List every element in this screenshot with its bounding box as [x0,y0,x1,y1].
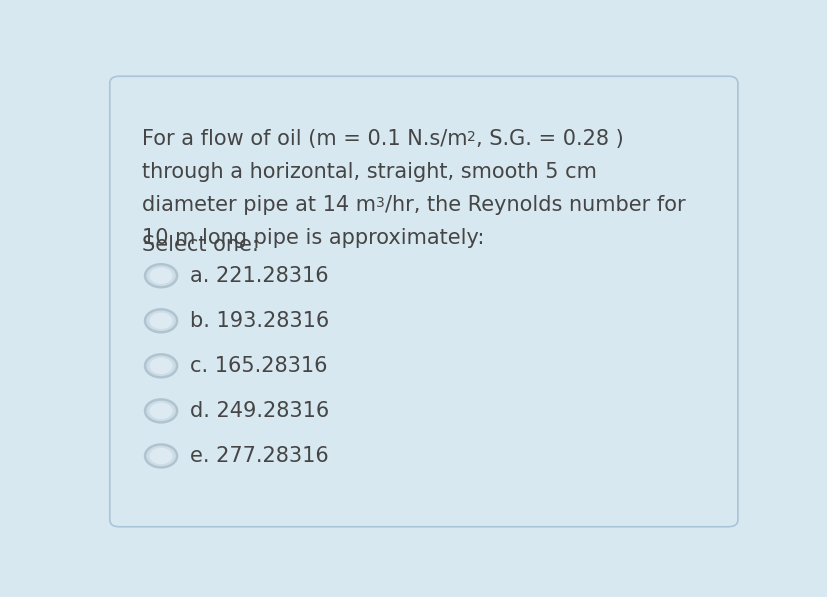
Text: /hr, the Reynolds number for: /hr, the Reynolds number for [385,195,686,216]
Text: e. 277.28316: e. 277.28316 [190,446,328,466]
Circle shape [150,448,173,464]
Text: 3: 3 [375,196,385,210]
Text: , S.G. = 0.28 ): , S.G. = 0.28 ) [476,129,624,149]
Text: diameter pipe at 14 m: diameter pipe at 14 m [142,195,375,216]
Text: d. 249.28316: d. 249.28316 [190,401,329,421]
Text: Select one:: Select one: [142,235,259,255]
Circle shape [145,399,177,423]
Circle shape [145,264,177,287]
Circle shape [145,444,177,467]
Circle shape [145,309,177,333]
Circle shape [150,312,173,329]
Text: c. 165.28316: c. 165.28316 [190,356,327,376]
Text: For a flow of oil (m = 0.1 N.s/m: For a flow of oil (m = 0.1 N.s/m [142,129,467,149]
FancyBboxPatch shape [110,76,738,527]
Circle shape [150,358,173,374]
Text: b. 193.28316: b. 193.28316 [190,311,329,331]
Circle shape [145,355,177,377]
Circle shape [150,267,173,284]
Text: a. 221.28316: a. 221.28316 [190,266,328,286]
Text: through a horizontal, straight, smooth 5 cm: through a horizontal, straight, smooth 5… [142,162,597,182]
Text: 2: 2 [467,130,476,144]
Text: 10 m long pipe is approximately:: 10 m long pipe is approximately: [142,229,484,248]
Circle shape [150,402,173,419]
